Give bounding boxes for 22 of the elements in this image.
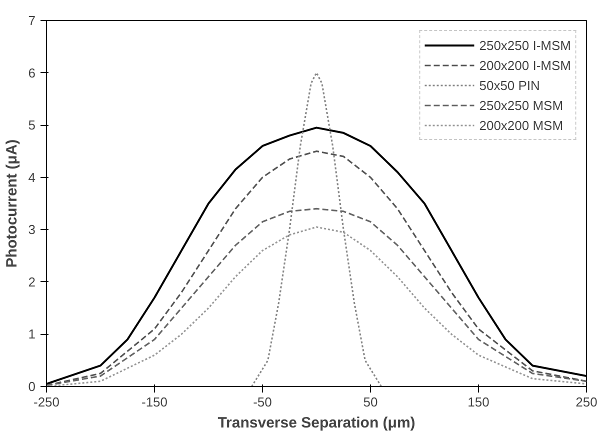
y-tick-label: 4 — [28, 170, 36, 185]
y-tick-label: 6 — [28, 65, 36, 80]
x-tick-label: 150 — [468, 394, 490, 410]
y-tick-label: 5 — [28, 118, 36, 133]
x-tick-label: -50 — [253, 394, 272, 410]
legend-label: 200x200 I-MSM — [479, 58, 571, 72]
x-tick-label: 50 — [363, 394, 378, 410]
y-tick-label: 2 — [28, 274, 36, 290]
y-axis-title: Photocurrent (μA) — [3, 139, 20, 268]
y-tick-label: 0 — [28, 379, 36, 394]
legend-label: 200x200 MSM — [479, 118, 564, 132]
x-tick-label: 250 — [576, 394, 598, 410]
legend-label: 250x250 MSM — [479, 98, 564, 112]
y-tick-label: 1 — [28, 326, 36, 342]
x-tick-label: -250 — [33, 394, 60, 410]
legend-label: 50x50 PIN — [479, 78, 540, 92]
line-series — [250, 72, 382, 386]
legend-label: 250x250 I-MSM — [479, 38, 571, 52]
x-axis-title: Transverse Separation (μm) — [218, 414, 416, 432]
y-tick-label: 3 — [28, 222, 36, 238]
x-tick-label: -150 — [141, 394, 168, 410]
y-tick-label: 7 — [28, 13, 36, 28]
